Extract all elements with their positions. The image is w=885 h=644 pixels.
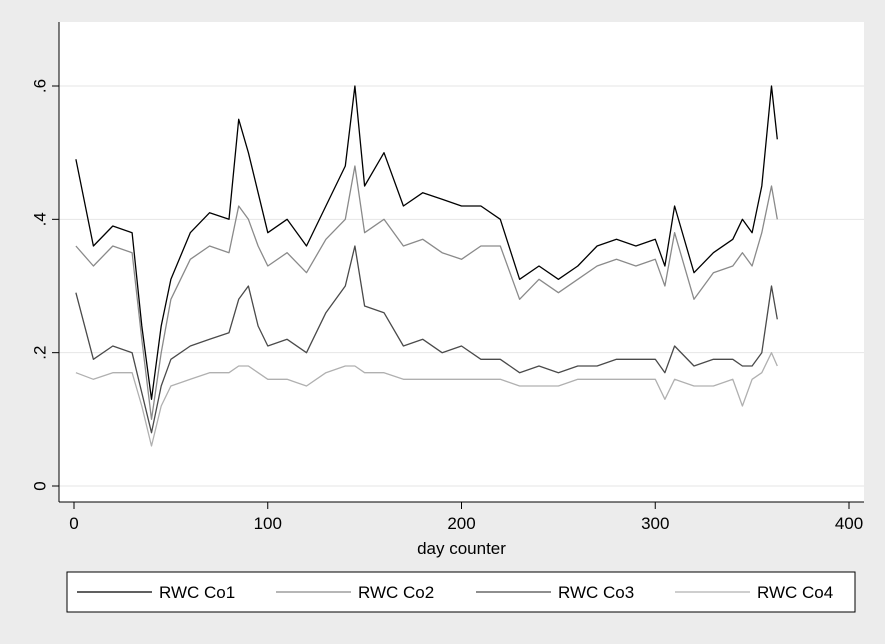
legend-label-2: RWC Co2 <box>358 583 434 602</box>
series-line-1 <box>75 85 778 400</box>
y-tick-label-2: .4 <box>30 212 49 226</box>
x-axis-title: day counter <box>417 539 506 558</box>
x-tick-label-0: 0 <box>69 514 78 533</box>
grid-lines <box>59 85 864 487</box>
plot-area-background <box>59 22 864 502</box>
x-tick-label-4: 400 <box>835 514 863 533</box>
y-tick-label-3: .6 <box>30 79 49 93</box>
legend-label-3: RWC Co3 <box>558 583 634 602</box>
legend-label-4: RWC Co4 <box>757 583 833 602</box>
series-line-4 <box>75 352 778 447</box>
x-tick-label-2: 200 <box>447 514 475 533</box>
series-line-3 <box>75 245 778 434</box>
legend-label-1: RWC Co1 <box>159 583 235 602</box>
x-tick-label-1: 100 <box>254 514 282 533</box>
y-tick-label-1: .2 <box>30 346 49 360</box>
series-group <box>75 85 778 447</box>
legend: RWC Co1 RWC Co2 RWC Co3 RWC Co4 <box>66 571 856 613</box>
y-tick-label-0: 0 <box>30 481 49 490</box>
x-tick-label-3: 300 <box>641 514 669 533</box>
axis-ticks: 0 100 200 300 400 0 .2 .4 .6 <box>30 79 863 533</box>
series-line-2 <box>75 165 778 420</box>
